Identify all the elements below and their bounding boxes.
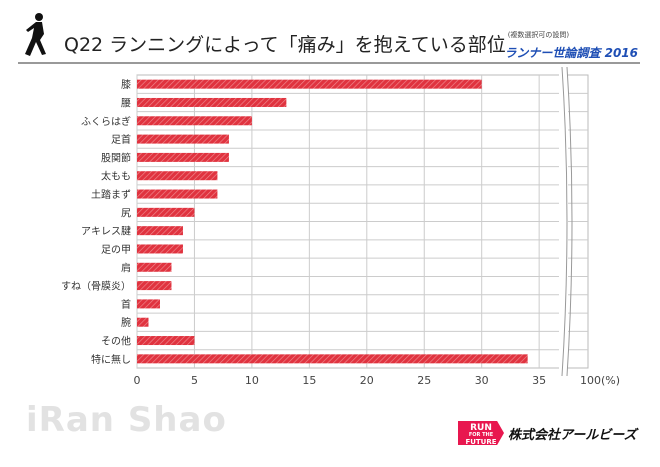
title-note: (複数選択可の設問) — [507, 31, 570, 39]
bar — [137, 226, 183, 236]
bar — [137, 354, 528, 364]
category-label: 肩 — [121, 261, 131, 274]
watermark: iRan Shao — [26, 400, 227, 440]
bar — [137, 171, 218, 181]
category-label: 太もも — [101, 170, 131, 183]
category-label: 股関節 — [101, 151, 131, 164]
x-tick-label: 10 — [245, 374, 259, 387]
bar — [137, 244, 183, 254]
category-label: 腕 — [121, 316, 131, 329]
category-label: 土踏まず — [91, 188, 131, 201]
company-name: 株式会社アールビーズ — [508, 428, 637, 443]
bar — [137, 79, 482, 89]
bar — [137, 262, 172, 272]
x-tick-label: 30 — [475, 374, 489, 387]
x-tick-label: 15 — [302, 374, 316, 387]
bar — [137, 317, 149, 327]
bar — [137, 116, 252, 126]
category-label: 特に無し — [91, 353, 131, 366]
bar — [137, 281, 172, 291]
axis-break-gap — [559, 67, 568, 376]
x-tick-label: 100(%) — [580, 374, 620, 387]
category-label: すね（骨膜炎） — [61, 281, 131, 293]
category-label: ふくらはぎ — [81, 115, 131, 128]
x-tick-label: 20 — [360, 374, 374, 387]
category-label: アキレス腱 — [81, 226, 131, 238]
runner-icon — [25, 13, 46, 56]
x-tick-label: 35 — [532, 374, 546, 387]
category-label: 尻 — [121, 207, 131, 219]
bar — [137, 134, 229, 144]
category-label: 膝 — [121, 78, 131, 91]
axis-break-line — [566, 66, 573, 377]
category-label: 足の甲 — [101, 244, 131, 256]
bar — [137, 207, 195, 217]
run-for-the-future-logo: RUN FOR THE FUTURE — [458, 421, 504, 445]
survey-label: ランナー世論調査 2016 — [504, 46, 638, 60]
title-text: Q22 ランニングによって「痛み」を抱えている部位 — [64, 34, 506, 56]
category-label: 腰 — [121, 97, 131, 109]
title-divider — [18, 62, 640, 64]
x-tick-label: 25 — [417, 374, 431, 387]
bar — [137, 97, 287, 107]
category-label: その他 — [101, 335, 131, 348]
bar — [137, 152, 229, 162]
x-tick-label: 0 — [134, 374, 141, 387]
bar — [137, 189, 218, 199]
category-label: 足首 — [111, 133, 131, 146]
x-tick-label: 5 — [191, 374, 198, 387]
chart-title: Q22 ランニングによって「痛み」を抱えている部位 (複数選択可の設問) — [64, 30, 569, 57]
bar — [137, 336, 195, 346]
bar — [137, 299, 160, 309]
category-label: 首 — [121, 298, 131, 311]
axis-break-line — [561, 66, 568, 377]
